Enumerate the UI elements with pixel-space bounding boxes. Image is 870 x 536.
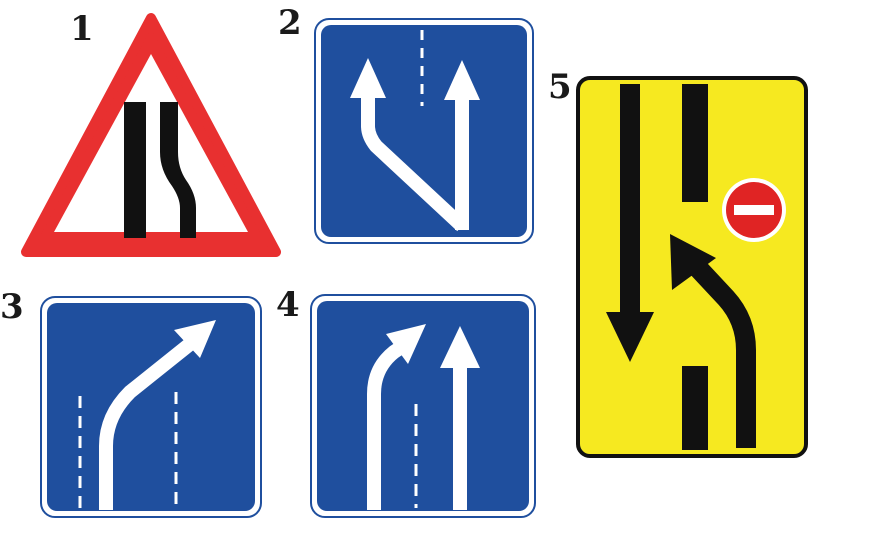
lane-change-arrow-shaft — [690, 261, 756, 448]
sign-2-number: 2 — [278, 3, 302, 43]
sign-3-lane-turn-right — [40, 296, 262, 518]
straight-arrow-head — [440, 326, 480, 368]
sign-3-number: 3 — [0, 287, 24, 327]
sign-4-number: 4 — [276, 285, 300, 325]
lane-change-arrow-head — [670, 234, 716, 290]
left-road-edge — [124, 102, 146, 238]
no-entry-bar — [734, 205, 774, 215]
down-arrow-shaft — [620, 84, 640, 314]
turn-lane-line — [99, 338, 195, 510]
center-barrier-top — [682, 84, 708, 202]
center-barrier-bottom — [682, 366, 708, 450]
left-arrow-head — [350, 58, 386, 98]
turn-arrow-head — [174, 320, 216, 358]
right-arrow-head — [444, 60, 480, 100]
sign-1-number: 1 — [70, 9, 94, 49]
curve-arrow-head — [386, 324, 426, 364]
down-arrow-head — [606, 312, 654, 362]
sign-5-detour-lane-change — [576, 76, 808, 458]
sign-1-road-narrows — [21, 13, 281, 257]
sign-2-lane-merge — [314, 18, 534, 244]
sign-4-lane-begins-curve — [310, 294, 536, 518]
sign-5-number: 5 — [548, 67, 572, 107]
right-road-edge — [160, 102, 196, 238]
merge-lane-line — [361, 96, 467, 232]
curve-lane-line — [367, 338, 410, 510]
